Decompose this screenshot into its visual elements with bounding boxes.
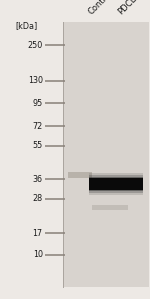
Text: 55: 55: [33, 141, 43, 150]
Text: 36: 36: [33, 175, 43, 184]
Text: 130: 130: [28, 76, 43, 85]
Bar: [89, 178, 142, 190]
Text: 250: 250: [27, 41, 43, 50]
Text: 10: 10: [33, 250, 43, 259]
Text: [kDa]: [kDa]: [15, 21, 37, 30]
Bar: [63, 22, 148, 287]
Bar: [89, 175, 142, 193]
Bar: [89, 177, 142, 191]
Bar: [89, 173, 142, 195]
Text: Control: Control: [86, 0, 114, 16]
Bar: [68, 172, 92, 178]
Text: 95: 95: [33, 99, 43, 108]
Text: 17: 17: [33, 229, 43, 238]
Text: PDCL2: PDCL2: [116, 0, 142, 16]
Text: 72: 72: [33, 122, 43, 131]
Bar: [92, 205, 128, 210]
Text: 28: 28: [33, 194, 43, 203]
